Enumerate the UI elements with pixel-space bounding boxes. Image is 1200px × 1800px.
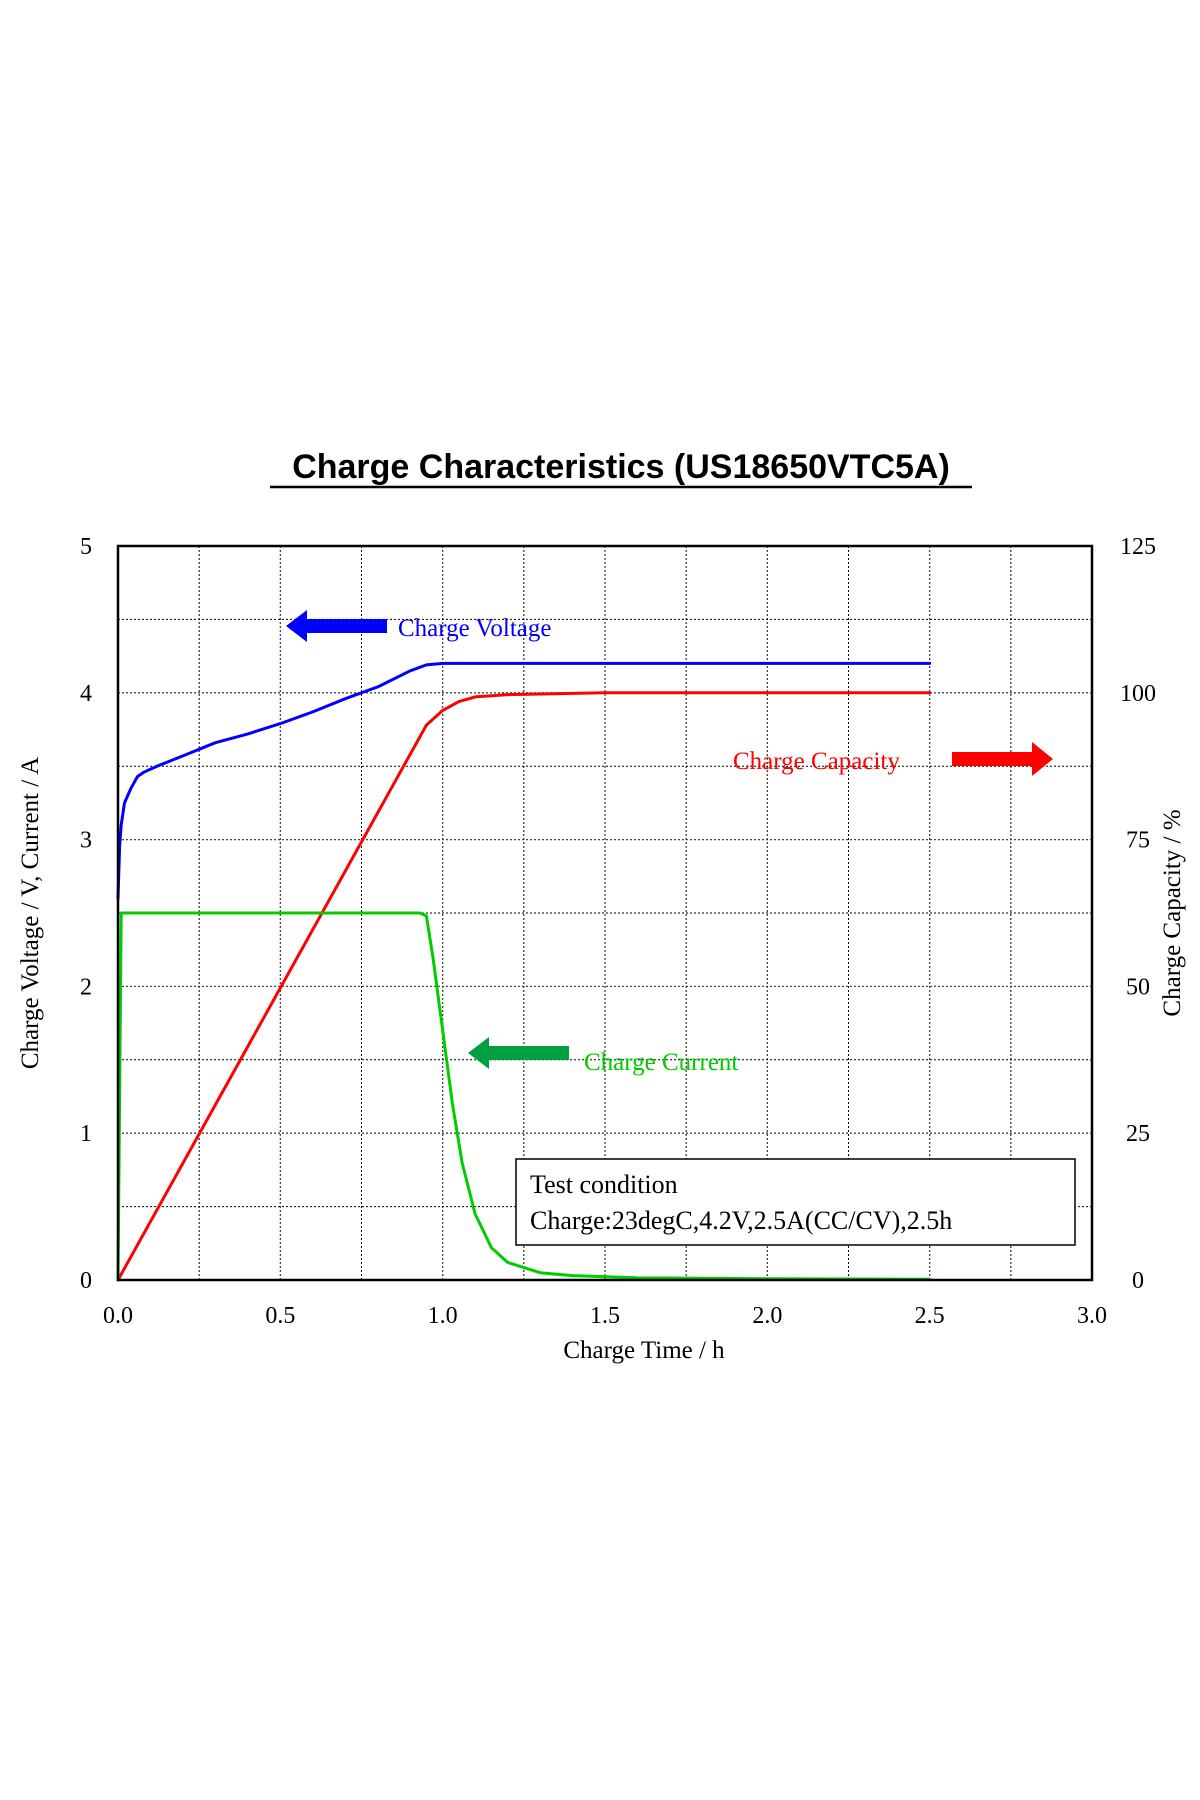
y-left-tick-label: 4 (80, 681, 92, 707)
capacity-line (116, 691, 932, 1282)
plot-frame (116, 544, 1094, 1282)
y-left-tick-label: 1 (80, 1121, 92, 1147)
x-tick-label: 2.5 (915, 1303, 945, 1329)
current-line (116, 911, 932, 1282)
voltage-series-label: Charge Voltage (398, 615, 551, 642)
test-condition-box (515, 1158, 1076, 1246)
y-left-tick-label: 3 (80, 828, 92, 854)
y-right-tick-label: 125 (1120, 534, 1156, 560)
series-lines (116, 661, 932, 1282)
y-left-tick-label: 0 (80, 1268, 92, 1294)
current-series-label: Charge Current (584, 1049, 738, 1076)
x-tick-label: 0.5 (265, 1303, 295, 1329)
voltage-line (116, 661, 932, 900)
y-right-tick-label: 0 (1132, 1268, 1144, 1294)
y-axis-right-label: Charge Capacity / % (1159, 809, 1186, 1016)
y-left-tick-label: 2 (80, 974, 92, 1000)
y-right-tick-label: 100 (1120, 681, 1156, 707)
y-right-tick-label: 50 (1126, 974, 1150, 1000)
y-left-tick-label: 5 (80, 534, 92, 560)
x-tick-label: 0.0 (103, 1303, 133, 1329)
y-right-tick-label: 75 (1126, 828, 1150, 854)
capacity-arrow-right-icon (952, 742, 1053, 776)
x-tick-label: 3.0 (1077, 1303, 1107, 1329)
x-axis-label: Charge Time / h (563, 1337, 725, 1364)
current-arrow-left-icon (468, 1037, 569, 1069)
chart-title: Charge Characteristics (US18650VTC5A) (292, 448, 950, 486)
y-axis-left-label: Charge Voltage / V, Current / A (17, 757, 44, 1069)
test-condition-detail: Charge:23degC,4.2V,2.5A(CC/CV),2.5h (530, 1206, 952, 1235)
y-right-tick-label: 25 (1126, 1121, 1150, 1147)
x-tick-label: 2.0 (752, 1303, 782, 1329)
x-tick-label: 1.5 (590, 1303, 620, 1329)
x-tick-label: 1.0 (428, 1303, 458, 1329)
test-condition-title: Test condition (530, 1170, 678, 1199)
voltage-arrow-left-icon (286, 610, 387, 642)
capacity-series-label: Charge Capacity (733, 748, 900, 775)
